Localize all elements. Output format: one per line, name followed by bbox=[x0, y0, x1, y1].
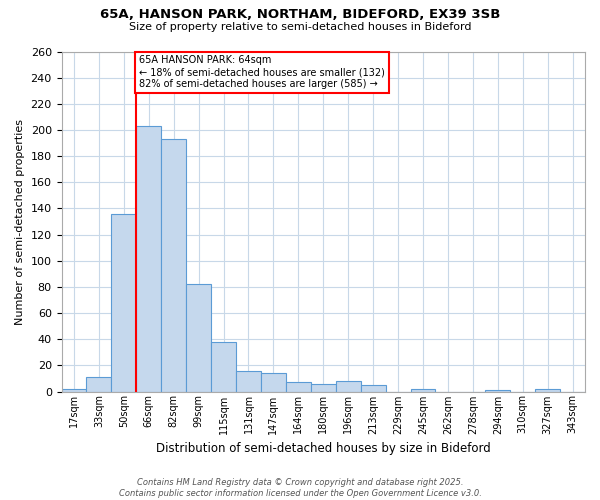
X-axis label: Distribution of semi-detached houses by size in Bideford: Distribution of semi-detached houses by … bbox=[156, 442, 491, 455]
Bar bbox=[62, 389, 86, 392]
Bar bbox=[86, 377, 112, 392]
Y-axis label: Number of semi-detached properties: Number of semi-detached properties bbox=[15, 118, 25, 324]
Bar bbox=[136, 126, 161, 392]
Bar bbox=[361, 385, 386, 392]
Bar bbox=[211, 342, 236, 392]
Bar bbox=[112, 214, 136, 392]
Bar bbox=[410, 389, 436, 392]
Text: 65A HANSON PARK: 64sqm
← 18% of semi-detached houses are smaller (132)
82% of se: 65A HANSON PARK: 64sqm ← 18% of semi-det… bbox=[139, 56, 385, 88]
Bar bbox=[161, 139, 186, 392]
Text: Size of property relative to semi-detached houses in Bideford: Size of property relative to semi-detach… bbox=[129, 22, 471, 32]
Bar bbox=[286, 382, 311, 392]
Bar bbox=[311, 384, 336, 392]
Bar bbox=[336, 381, 361, 392]
Text: Contains HM Land Registry data © Crown copyright and database right 2025.
Contai: Contains HM Land Registry data © Crown c… bbox=[119, 478, 481, 498]
Bar bbox=[485, 390, 510, 392]
Bar bbox=[236, 370, 261, 392]
Text: 65A, HANSON PARK, NORTHAM, BIDEFORD, EX39 3SB: 65A, HANSON PARK, NORTHAM, BIDEFORD, EX3… bbox=[100, 8, 500, 20]
Bar bbox=[535, 389, 560, 392]
Bar bbox=[261, 373, 286, 392]
Bar bbox=[186, 284, 211, 392]
